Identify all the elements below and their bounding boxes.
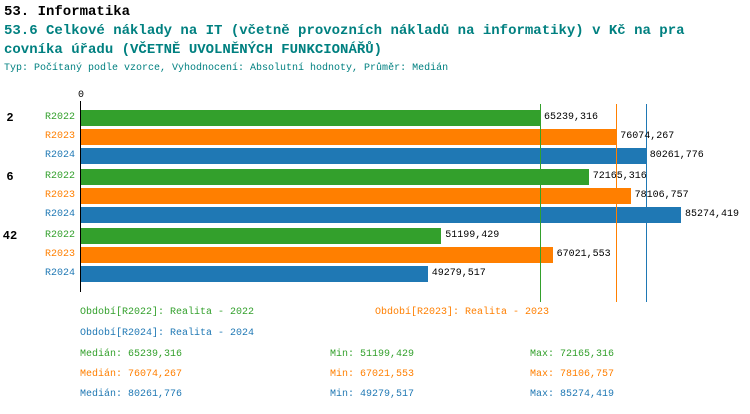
bar	[81, 266, 428, 282]
bar-value-label: 85274,419	[685, 209, 740, 220]
legend-item-r2023: Období[R2023]: Realita - 2023	[375, 307, 550, 318]
bar-value-label: 78106,757	[634, 190, 689, 201]
series-label: R2024	[45, 209, 76, 220]
bar-chart-groups: 2 R2022 65239,316 R2023 76074,267 R2024 80261,…	[0, 110, 750, 287]
bar-value-label: 72165,316	[592, 171, 647, 182]
bar-row: R2022 72165,316	[0, 169, 750, 185]
bar	[81, 188, 631, 204]
bar	[81, 247, 553, 263]
stat-min-r2024: Min: 49279,517	[330, 389, 415, 400]
bar-row: R2022 51199,429	[0, 228, 750, 244]
bar	[81, 129, 617, 145]
indicator-meta: Typ: Počítaný podle vzorce, Vyhodnocení:…	[4, 63, 449, 74]
report-section-title: 53. Informatika	[4, 4, 131, 20]
stat-median-r2024: Medián: 80261,776	[80, 389, 183, 400]
x-axis-zero-label: 0	[77, 90, 84, 101]
bar-row: R2022 65239,316	[0, 110, 750, 126]
stat-max-r2022: Max: 72165,316	[530, 349, 615, 360]
bar-row: R2023 78106,757	[0, 188, 750, 204]
bar-row: R2024 49279,517	[0, 266, 750, 282]
bar-value-label: 49279,517	[431, 268, 486, 279]
bar	[81, 148, 646, 164]
stat-median-r2022: Medián: 65239,316	[80, 349, 183, 360]
series-label: R2023	[45, 131, 76, 142]
series-label: R2023	[45, 190, 76, 201]
series-label: R2022	[45, 230, 76, 241]
bar-row: R2024 85274,419	[0, 207, 750, 223]
stat-max-r2024: Max: 85274,419	[530, 389, 615, 400]
bar-group: 2 R2022 65239,316 R2023 76074,267 R2024 80261,…	[0, 110, 750, 164]
stat-max-r2023: Max: 78106,757	[530, 369, 615, 380]
indicator-title-line2: covníka úřadu (VČETNĚ UVOLNĚNÝCH FUNKCIO…	[4, 42, 383, 58]
series-label: R2022	[45, 112, 76, 123]
bar	[81, 110, 540, 126]
bar	[81, 169, 589, 185]
bar-row: R2024 80261,776	[0, 148, 750, 164]
y-axis-line	[80, 104, 81, 292]
legend-item-r2022: Období[R2022]: Realita - 2022	[80, 307, 255, 318]
group-label: 42	[2, 229, 18, 243]
bar-chart: 0 2 R2022 65239,316 R2023 76074,267 R2024 8026…	[0, 90, 750, 308]
bar-value-label: 80261,776	[649, 150, 704, 161]
series-label: R2022	[45, 171, 76, 182]
bar-group: 6 R2022 72165,316 R2023 78106,757 R2024 85274,…	[0, 169, 750, 223]
stat-min-r2023: Min: 67021,553	[330, 369, 415, 380]
group-label: 6	[6, 170, 14, 184]
series-label: R2024	[45, 150, 76, 161]
legend-item-r2024: Období[R2024]: Realita - 2024	[80, 328, 255, 339]
bar	[81, 207, 681, 223]
bar	[81, 228, 442, 244]
bar-value-label: 65239,316	[544, 112, 599, 123]
bar-value-label: 76074,267	[620, 131, 675, 142]
group-label: 2	[6, 111, 14, 125]
bar-value-label: 67021,553	[556, 249, 611, 260]
series-label: R2024	[45, 268, 76, 279]
median-line-r2022	[540, 104, 541, 302]
stat-median-r2023: Medián: 76074,267	[80, 369, 183, 380]
stat-min-r2022: Min: 51199,429	[330, 349, 415, 360]
median-line-r2024	[645, 104, 647, 302]
median-line-r2023	[616, 104, 618, 302]
bar-row: R2023 76074,267	[0, 129, 750, 145]
bar-value-label: 51199,429	[445, 230, 500, 241]
bar-row: R2023 67021,553	[0, 247, 750, 263]
bar-group: 42 R2022 51199,429 R2023 67021,553 R2024 49279…	[0, 228, 750, 282]
series-label: R2023	[45, 249, 76, 260]
indicator-title-line1: 53.6 Celkové náklady na IT (včetně provo…	[4, 23, 685, 39]
